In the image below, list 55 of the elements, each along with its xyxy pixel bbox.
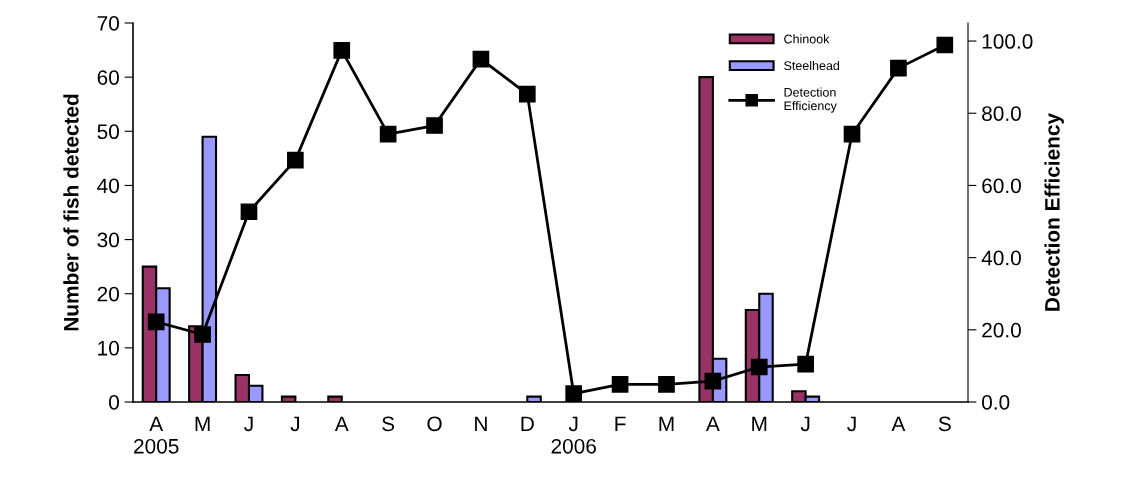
x-tick-label: O: [427, 416, 442, 432]
y-tick-label: 30: [97, 232, 119, 248]
x-tick-label: F: [615, 416, 626, 431]
y-tick-label: 20: [97, 286, 119, 302]
y2-tick-label: 80.0: [982, 106, 1021, 121]
point: [147, 313, 165, 331]
point: [194, 326, 211, 343]
x-tick-label: J: [244, 416, 253, 432]
point: [704, 372, 722, 390]
x-tick-label: M: [752, 416, 767, 431]
legend-label: Chinook: [784, 34, 830, 44]
point: [379, 125, 397, 143]
point: [565, 385, 583, 402]
legend-label: Detection Efficiency: [784, 87, 837, 113]
x-tick-label: M: [195, 416, 210, 431]
point: [890, 59, 907, 77]
y-tick-label: 50: [97, 124, 119, 140]
y-tick-label: 10: [98, 340, 119, 356]
x-tick-label: A: [891, 416, 906, 431]
y2-axis-title: Detection Efficiency: [1044, 113, 1064, 311]
point: [333, 42, 351, 59]
point: [797, 355, 814, 373]
point: [843, 125, 861, 143]
x-tick-label: N: [475, 416, 487, 431]
y2-tick-label: 0.0: [982, 395, 1010, 410]
point: [240, 203, 258, 221]
y-tick-label: 0: [109, 395, 119, 410]
x-tick-label: J: [290, 416, 300, 432]
x-tick-label: M: [659, 416, 674, 431]
x-tick-label: S: [938, 416, 951, 432]
point: [426, 117, 443, 134]
x-tick-label: D: [521, 416, 534, 431]
point: [287, 151, 304, 169]
point: [611, 375, 629, 393]
point: [658, 375, 675, 393]
y2-tick-label: 40.0: [981, 250, 1021, 266]
y-tick-label: 40: [97, 178, 119, 194]
x-tick-label: S: [382, 416, 395, 432]
y2-tick-label: 60.0: [982, 178, 1021, 194]
y-axis-title: Number of fish detected: [63, 94, 79, 331]
x-tick-label: J: [847, 416, 856, 432]
x-tick-label: J 2006: [551, 416, 596, 454]
point: [936, 36, 954, 54]
point: [472, 50, 490, 68]
y-tick-label: 60: [97, 70, 119, 85]
x-tick-label: A: [705, 416, 720, 431]
legend-label: Steelhead: [784, 60, 840, 71]
point: [518, 85, 536, 103]
x-tick-label: J: [800, 416, 810, 432]
y-tick-label: 70: [97, 16, 119, 31]
y2-tick-label: 100.0: [982, 34, 1033, 49]
point: [750, 358, 768, 376]
x-tick-label: A 2005: [134, 416, 179, 454]
x-tick-label: A: [334, 416, 349, 431]
y2-tick-label: 20.0: [982, 322, 1021, 338]
